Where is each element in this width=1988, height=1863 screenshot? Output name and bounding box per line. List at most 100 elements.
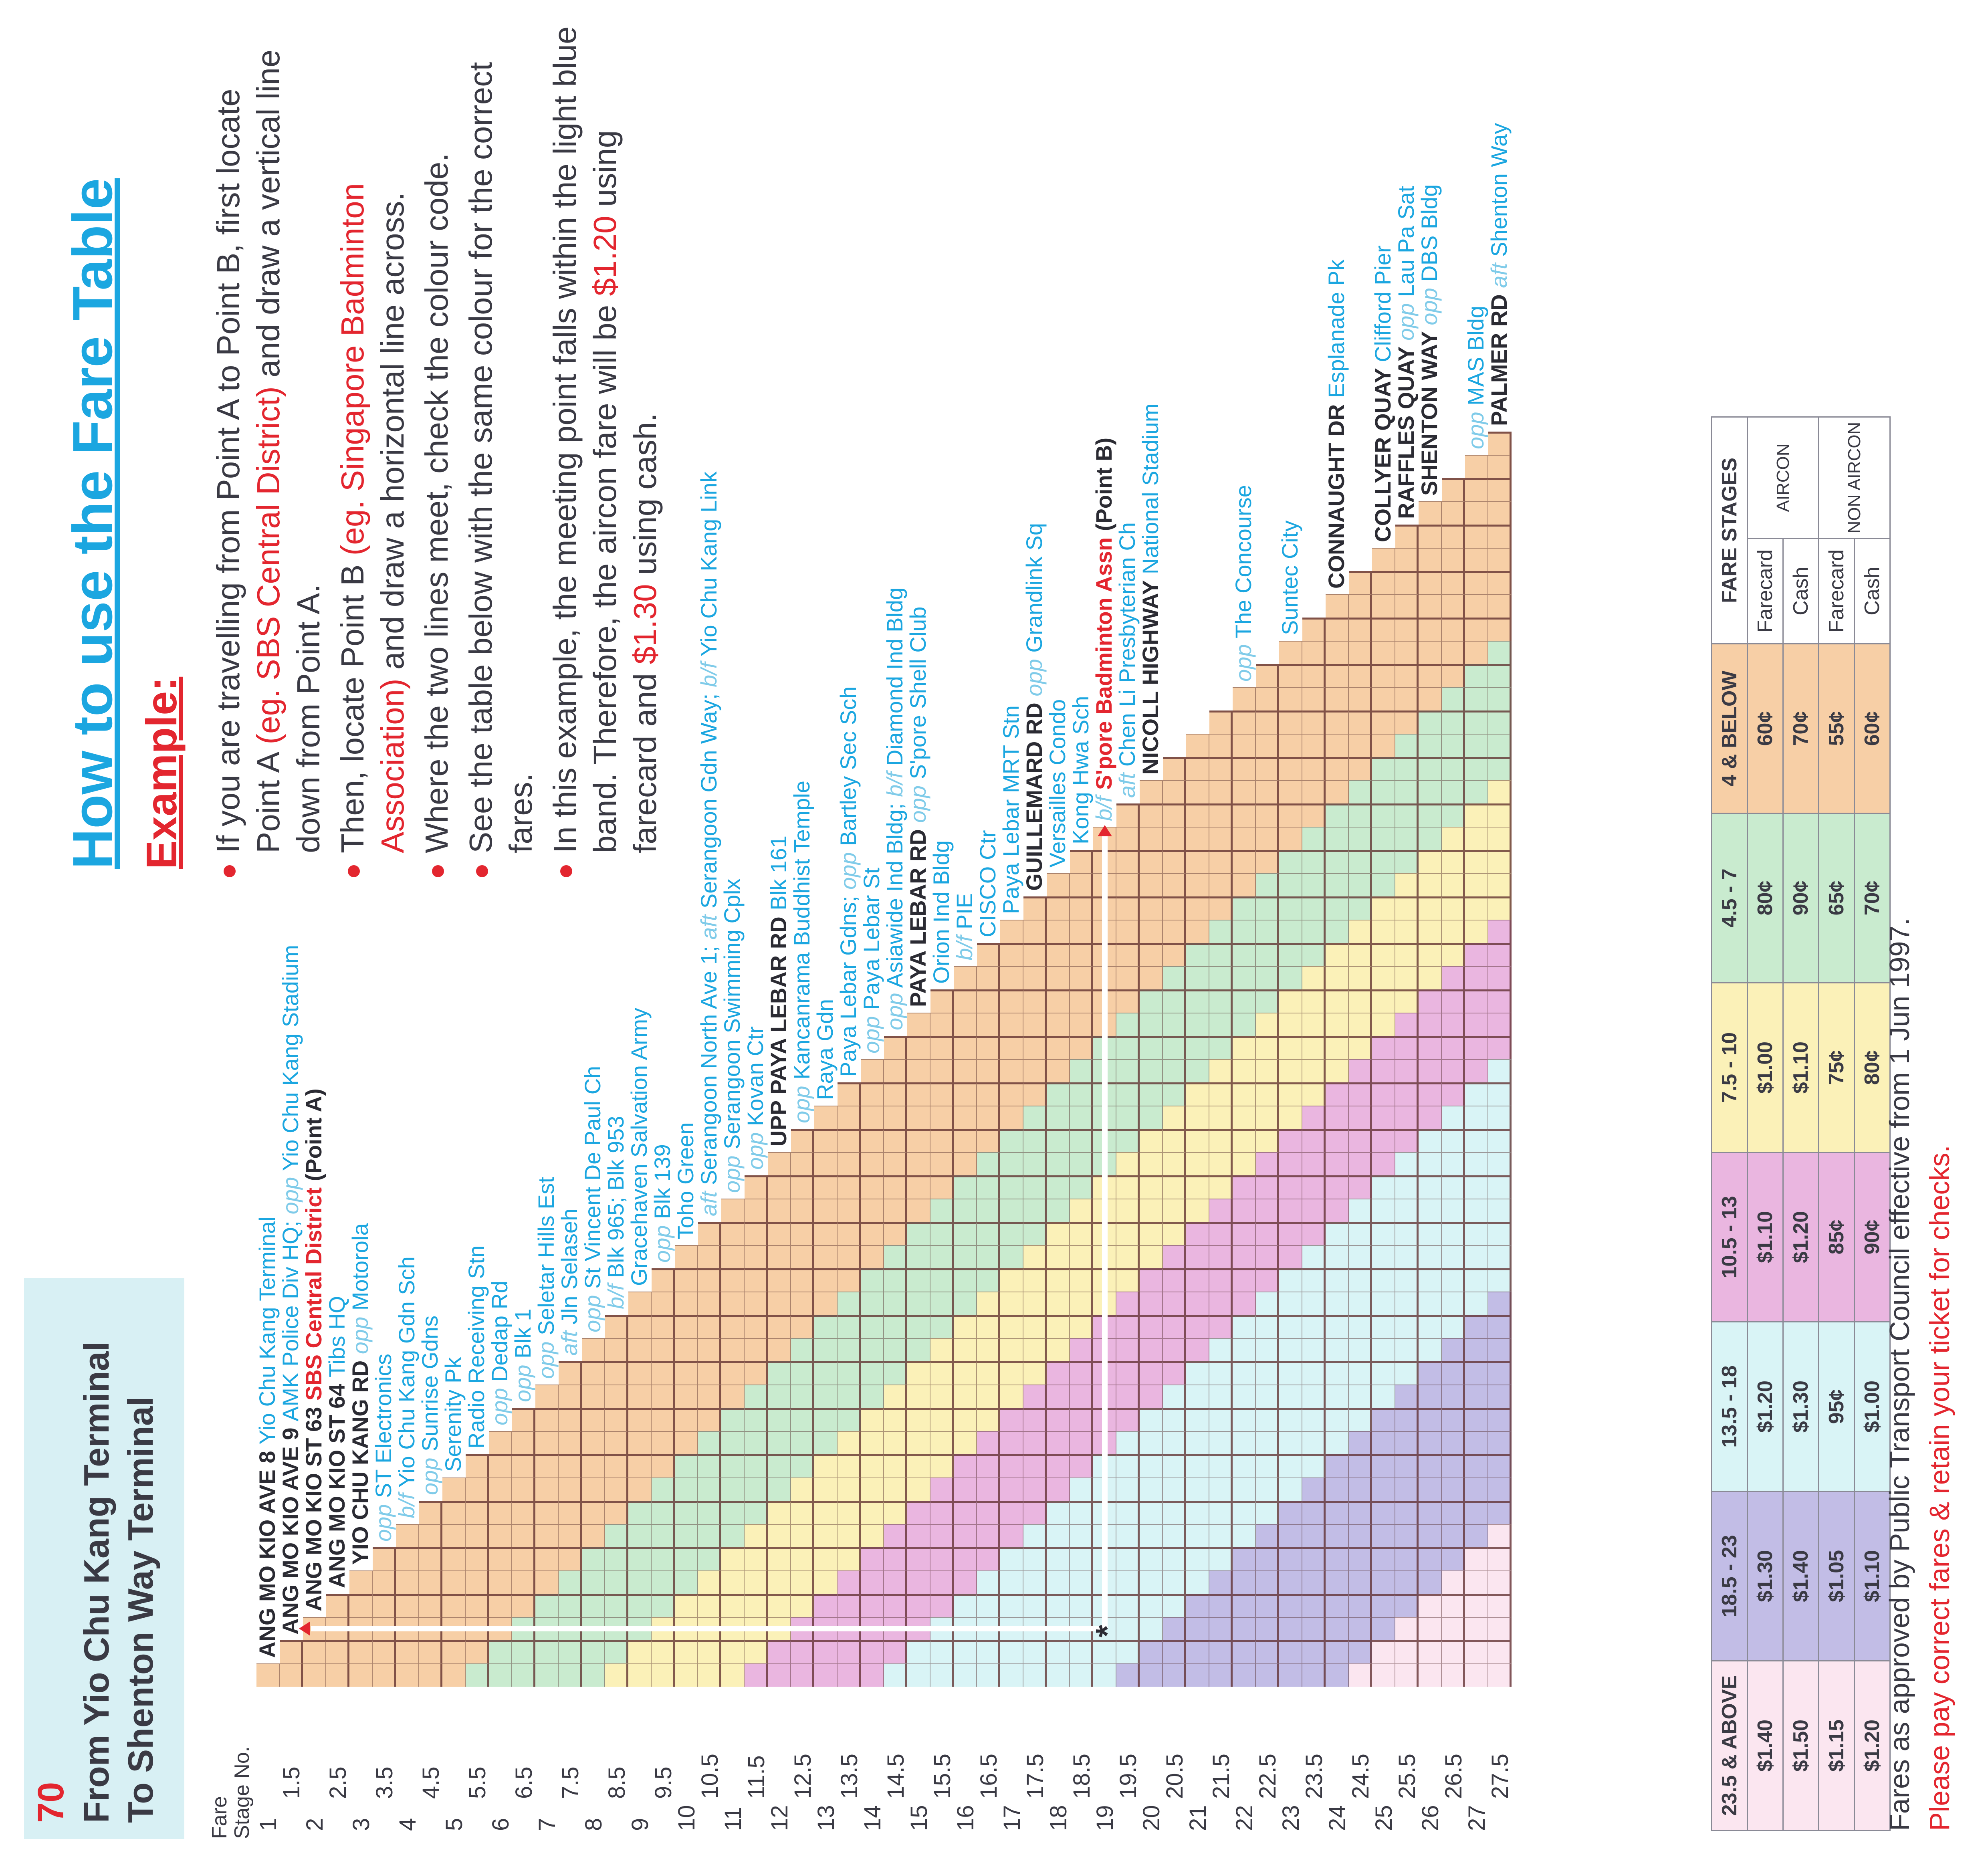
fare-cell	[1395, 1013, 1419, 1036]
fare-cell	[628, 1570, 652, 1594]
fare-cell	[1395, 525, 1419, 548]
fare-cell	[838, 1408, 861, 1431]
stage-number: 18.5	[1069, 1754, 1095, 1799]
fare-cell	[1349, 571, 1372, 594]
fare-cell	[605, 1663, 628, 1687]
fare-cell	[1395, 1082, 1419, 1106]
fare-cell	[791, 1385, 814, 1408]
stage-number: 17	[999, 1805, 1025, 1831]
fare-cell	[1209, 734, 1233, 757]
fare-cell	[675, 1454, 698, 1477]
fare-cell	[559, 1501, 582, 1524]
fare-cell	[745, 1431, 768, 1454]
stop-name: aft	[1114, 773, 1140, 798]
fare-cell	[1140, 920, 1163, 943]
fare-cell	[1209, 1570, 1233, 1594]
howto-bullet: Where the two lines meet, check the colo…	[417, 20, 457, 877]
fare-cell	[1186, 734, 1209, 757]
fare-cell	[1209, 1106, 1233, 1129]
fare-cell	[1209, 1431, 1233, 1454]
fare-cell	[1302, 1292, 1326, 1315]
stop-name: Kovan Ctr	[743, 1026, 768, 1132]
fare-cell	[1116, 1663, 1140, 1687]
fare-cell	[814, 1361, 838, 1385]
fare-cell	[1395, 780, 1419, 803]
fare-cell	[954, 1152, 977, 1175]
fare-cell	[1163, 966, 1186, 989]
stop-name: (Point B)	[1091, 437, 1116, 537]
fare-cell	[1488, 710, 1512, 734]
fare-cell	[1395, 896, 1419, 920]
fare-cell	[1326, 1129, 1349, 1152]
fare-cell	[954, 1570, 977, 1594]
fare-cell	[1163, 1431, 1186, 1454]
fare-cell	[559, 1361, 582, 1385]
fare-cell	[814, 1640, 838, 1663]
fare-cell	[559, 1594, 582, 1617]
fare-cell	[1140, 989, 1163, 1013]
howto-bullet: In this example, the meeting point falls…	[545, 20, 665, 877]
fare-cell	[1488, 1245, 1512, 1268]
fare-cell	[1395, 664, 1419, 687]
fare-cell	[977, 1315, 1000, 1338]
fare-cell	[930, 1338, 954, 1361]
fare-cell	[1256, 1477, 1279, 1501]
stop-name	[1091, 790, 1116, 796]
fare-cell	[1116, 1129, 1140, 1152]
fare-cell	[1163, 873, 1186, 896]
fare-cell	[1326, 1059, 1349, 1082]
fare-cell	[1023, 1152, 1047, 1175]
fare-cell	[605, 1501, 628, 1524]
fare-cell	[861, 1059, 884, 1082]
fare-cell	[1209, 943, 1233, 966]
fare-cell	[396, 1594, 419, 1617]
fare-cell	[582, 1361, 605, 1385]
fare-cell	[1093, 1640, 1116, 1663]
stage-number: 14	[860, 1805, 886, 1831]
fare-cell	[1349, 1315, 1372, 1338]
fare-cell	[977, 1338, 1000, 1361]
fare-cell	[1023, 1315, 1047, 1338]
stop-name: aft	[557, 1330, 582, 1356]
fare-cell	[675, 1594, 698, 1617]
fare-cell	[535, 1524, 559, 1547]
fare-cell	[1442, 1106, 1465, 1129]
fare-cell	[1372, 1594, 1395, 1617]
fare-cell	[1209, 1361, 1233, 1385]
fare-cell	[1302, 1082, 1326, 1106]
fare-cell	[1302, 1106, 1326, 1129]
fare-cell	[1395, 687, 1419, 710]
fare-cell	[628, 1663, 652, 1687]
fare-cell	[1000, 1129, 1023, 1152]
stop-label: opp Kancanrama Buddhist Temple	[789, 781, 815, 1123]
legend-fare: $1.00	[1747, 983, 1783, 1153]
fare-cell	[1233, 1570, 1256, 1594]
fare-cell	[698, 1524, 721, 1547]
fare-cell	[930, 1036, 954, 1059]
fare-cell	[1488, 525, 1512, 548]
fare-cell	[1116, 1477, 1140, 1501]
fare-cell	[1395, 734, 1419, 757]
fare-cell	[1070, 1315, 1093, 1338]
fare-cell	[349, 1663, 373, 1687]
fare-cell	[1256, 1222, 1279, 1245]
fare-cell	[930, 1059, 954, 1082]
fare-cell	[559, 1454, 582, 1477]
fare-cell	[1023, 1106, 1047, 1129]
fare-cell	[442, 1524, 466, 1547]
fare-cell	[1349, 1663, 1372, 1687]
fare-cell	[1140, 873, 1163, 896]
stage-number: 10	[674, 1805, 700, 1831]
fare-cell	[675, 1315, 698, 1338]
fare-cell	[1349, 873, 1372, 896]
fare-cell	[652, 1454, 675, 1477]
fare-cell	[861, 1477, 884, 1501]
fare-cell	[1047, 1338, 1070, 1361]
fare-cell	[1395, 1199, 1419, 1222]
fare-cell	[1465, 1245, 1488, 1268]
fare-cell	[1209, 1199, 1233, 1222]
fare-cell	[1233, 943, 1256, 966]
fare-cell	[1419, 966, 1442, 989]
fare-cell	[512, 1408, 535, 1431]
fare-cell	[1233, 1617, 1256, 1640]
